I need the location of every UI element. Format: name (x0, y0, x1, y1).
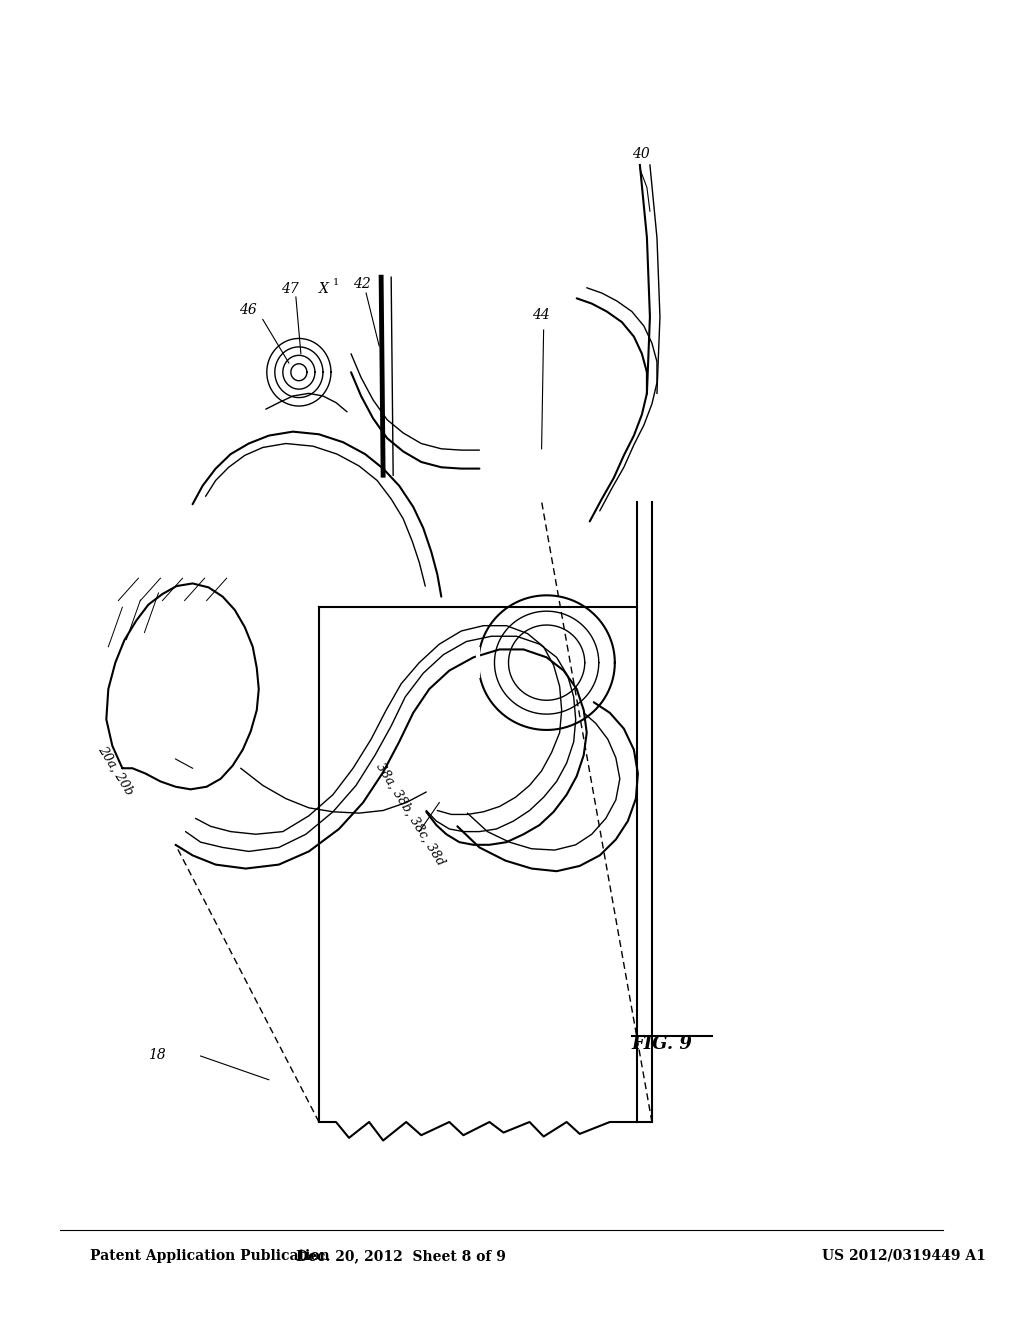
Text: 44: 44 (531, 309, 549, 322)
Text: 1: 1 (333, 279, 339, 288)
Text: 40: 40 (632, 148, 649, 161)
Text: US 2012/0319449 A1: US 2012/0319449 A1 (822, 1249, 986, 1263)
Text: FIG. 9: FIG. 9 (632, 1035, 693, 1053)
Text: 46: 46 (239, 304, 256, 317)
Text: 47: 47 (281, 282, 299, 296)
Text: 42: 42 (353, 277, 371, 290)
Text: Dec. 20, 2012  Sheet 8 of 9: Dec. 20, 2012 Sheet 8 of 9 (296, 1249, 506, 1263)
Text: X: X (318, 282, 329, 296)
Text: 38a, 38b, 38c, 38d: 38a, 38b, 38c, 38d (373, 760, 446, 867)
Text: Patent Application Publication: Patent Application Publication (90, 1249, 330, 1263)
Text: 18: 18 (148, 1048, 166, 1061)
Text: 20a, 20b: 20a, 20b (95, 743, 136, 797)
